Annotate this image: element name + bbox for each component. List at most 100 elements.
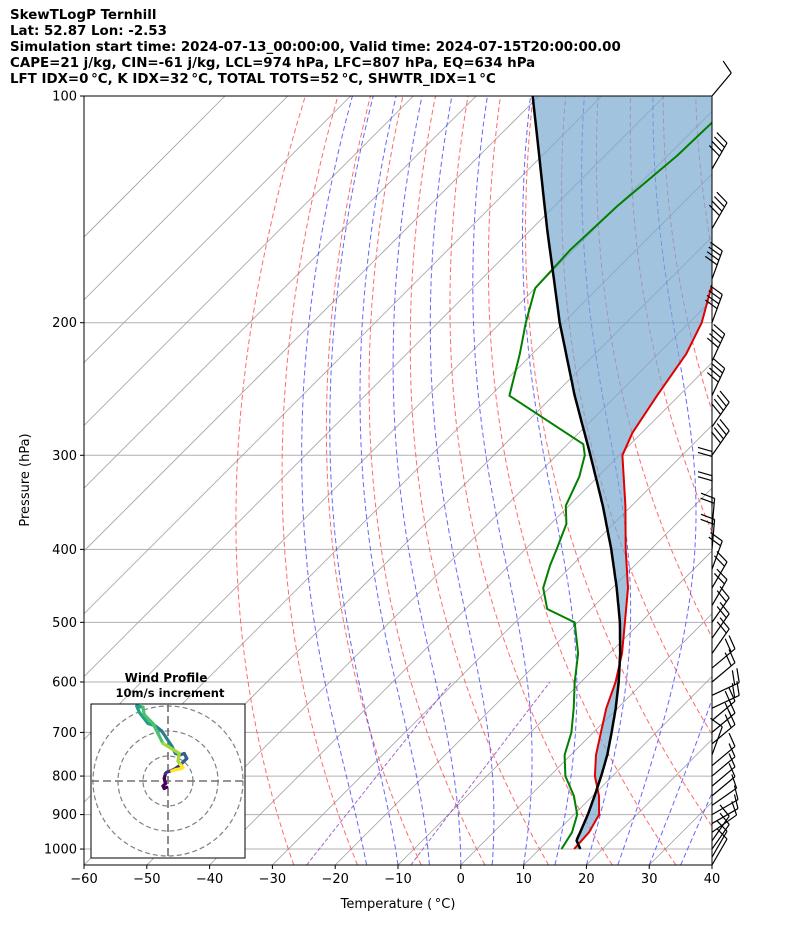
hodograph-subtitle: 10m/s increment xyxy=(116,686,225,700)
wind-barb-flag xyxy=(719,617,730,630)
wind-barb-flag xyxy=(713,573,725,585)
wind-barb-flag xyxy=(728,732,736,747)
wind-barb-shaft xyxy=(711,787,737,806)
temperature-profile-line xyxy=(573,282,712,850)
wind-barb-flag xyxy=(697,476,713,482)
wind-barb-flag xyxy=(711,363,723,374)
wind-barb-flag xyxy=(719,419,730,432)
isotherm-line xyxy=(272,424,712,865)
y-axis-label: Pressure (hPa) xyxy=(18,433,33,526)
axis-ticks: −60 −50 −40 −30 −20 −10 0 10 20 30 40 100 200 300 400 5… xyxy=(44,90,720,888)
wind-barb-shaft xyxy=(711,756,736,777)
wind-barb-flag xyxy=(713,136,725,148)
wind-barb-shaft xyxy=(711,838,728,866)
x-tick-label: 10 xyxy=(515,872,532,887)
wind-barb-shaft xyxy=(711,814,737,833)
wind-barb-flag xyxy=(697,451,713,458)
stability-parameters: CAPE=21 j/kg, CIN=-61 j/kg, LCL=974 hPa,… xyxy=(10,56,536,71)
wind-barb-flag xyxy=(710,402,722,415)
wind-barb-flag xyxy=(716,132,728,144)
wind-barb-shaft xyxy=(711,726,723,756)
wind-barb-flag xyxy=(716,551,728,563)
dry-adiabat-line xyxy=(368,96,486,865)
y-tick-label: 400 xyxy=(52,543,77,558)
y-tick-label: 1000 xyxy=(44,843,77,858)
dry-adiabat-line xyxy=(325,96,422,865)
isotherm-line xyxy=(209,362,712,865)
wind-barb-flag xyxy=(733,794,739,809)
y-tick-label: 800 xyxy=(52,770,77,785)
wind-barb-shaft xyxy=(711,745,736,767)
wind-barb-flag xyxy=(728,743,736,758)
stability-indices: LFT IDX=0 °C, K IDX=32 °C, TOTAL TOTS=52… xyxy=(10,72,496,87)
wind-barb-flag xyxy=(716,394,727,407)
wind-barb-flag xyxy=(710,285,723,295)
moist-adiabat-line xyxy=(359,96,430,865)
dry-adiabat-line xyxy=(281,96,358,865)
mixing-ratio-lines xyxy=(306,681,551,865)
wind-barb-flag xyxy=(728,687,736,702)
wind-barb-flag xyxy=(719,812,730,825)
moist-adiabat-line xyxy=(743,96,794,865)
moist-adiabat-line xyxy=(392,96,462,865)
isotherm-line xyxy=(84,96,603,615)
mixing-ratio-line xyxy=(306,681,452,865)
wind-barb-flag xyxy=(706,372,719,383)
wind-barb-flag xyxy=(706,294,720,305)
wind-barb-shaft xyxy=(711,815,730,842)
wind-barb-flag xyxy=(710,241,723,252)
wind-barb-flag xyxy=(716,568,728,581)
wind-barb-flag xyxy=(711,140,723,153)
dry-adiabat-line xyxy=(728,96,794,865)
station-location: Lat: 52.87 Lon: -2.53 xyxy=(10,24,167,39)
wind-barb-flag xyxy=(736,668,740,683)
hodograph-segment xyxy=(156,731,165,746)
hodograph-segment xyxy=(170,768,178,773)
wind-barb-flag xyxy=(724,702,732,717)
wind-barb-flag xyxy=(713,427,724,440)
wind-barb-flag xyxy=(724,714,732,729)
moist-adiabat-line xyxy=(429,96,495,865)
isotherm-line xyxy=(84,96,289,301)
wind-barb-flag xyxy=(713,398,724,411)
moist-adiabat-line xyxy=(301,96,368,865)
wind-barb-flag xyxy=(704,255,718,266)
wind-barb-flag xyxy=(728,753,736,768)
dry-adiabat-line xyxy=(449,96,613,865)
x-tick-label: −30 xyxy=(259,872,286,887)
wind-barb-shaft xyxy=(711,540,723,570)
hodograph-segment xyxy=(137,710,150,726)
isotherm-line xyxy=(397,550,712,865)
hodograph-inset: Wind Profile 10m/s increment xyxy=(90,671,246,859)
isotherm-line xyxy=(84,96,540,552)
moist-adiabat-line xyxy=(617,96,697,865)
dewpoint-profile-line xyxy=(508,121,712,850)
wind-barb-flag xyxy=(716,423,727,436)
wind-barb-flag xyxy=(708,204,720,217)
x-tick-label: 40 xyxy=(704,872,721,887)
mixing-ratio-line xyxy=(410,681,551,865)
isotherm-line xyxy=(334,487,712,865)
parcel-profile-line xyxy=(531,96,622,850)
wind-barb-flag xyxy=(716,606,727,619)
dry-adiabat-line xyxy=(487,96,677,865)
y-tick-label: 600 xyxy=(52,675,77,690)
isotherm-line xyxy=(775,96,794,865)
wind-barb-flag xyxy=(706,337,719,349)
wind-barb-flag xyxy=(731,670,736,685)
y-tick-label: 100 xyxy=(52,90,77,105)
isotherm-line xyxy=(84,96,414,426)
wind-barb-shaft xyxy=(711,628,730,654)
hodograph-segment xyxy=(161,741,178,753)
y-tick-label: 700 xyxy=(52,726,77,741)
x-axis-label: Temperature ( °C) xyxy=(340,897,456,912)
x-tick-label: 30 xyxy=(641,872,658,887)
wind-barb-flag xyxy=(719,602,730,615)
wind-barb-shaft xyxy=(711,799,739,816)
wind-barb-flag xyxy=(708,536,721,547)
hodograph-title: Wind Profile xyxy=(125,671,208,685)
wind-barb-flag xyxy=(713,196,725,208)
wind-barb-flag xyxy=(708,145,720,157)
hodograph-segment xyxy=(142,713,155,726)
wind-barb-flag xyxy=(733,785,739,800)
